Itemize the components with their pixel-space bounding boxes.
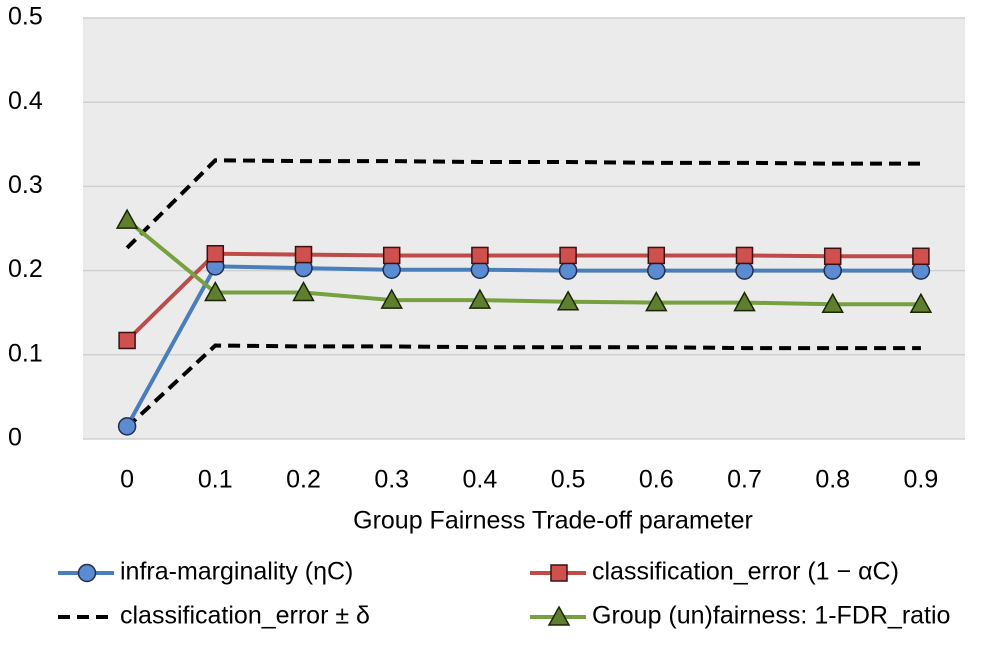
point-marker [821, 292, 844, 314]
legend-marker [550, 564, 568, 582]
legend-marker [547, 605, 571, 626]
series-line [125, 264, 921, 428]
x-tick-label: 0.5 [551, 466, 586, 494]
x-tick-label: 0.6 [639, 466, 674, 494]
point-marker [380, 288, 403, 309]
legend-label: classification_error ± δ [120, 602, 370, 630]
x-tick-label: 0.2 [286, 466, 321, 494]
point-marker [382, 246, 401, 265]
legend-marker [77, 563, 97, 583]
y-tick-label: 0.4 [8, 87, 43, 115]
legend-label: classification_error (1 − αC) [592, 558, 899, 586]
x-tick-label: 0.3 [374, 466, 409, 494]
x-tick-label: 0.8 [815, 466, 850, 494]
series-line [125, 251, 921, 342]
x-axis-title: Group Fairness Trade-off parameter [353, 507, 753, 535]
point-marker [735, 261, 754, 280]
dashed-line [125, 343, 921, 429]
point-marker [294, 245, 313, 264]
x-tick-label: 0.4 [463, 466, 498, 494]
point-marker [117, 417, 137, 436]
plot-area [83, 18, 965, 439]
y-tick-label: 0.1 [8, 339, 43, 367]
series-line [125, 218, 921, 307]
x-tick-label: 0.7 [727, 466, 762, 494]
legend-label: Group (un)fairness: 1-FDR_ratio [592, 602, 950, 630]
x-tick-label: 0.9 [904, 466, 939, 494]
point-marker [118, 331, 136, 350]
point-marker [909, 292, 933, 314]
point-marker [471, 246, 489, 265]
point-marker [556, 290, 580, 311]
point-marker [115, 208, 139, 229]
point-marker [647, 246, 666, 265]
point-marker [559, 246, 577, 265]
point-marker [292, 280, 315, 302]
point-marker [206, 245, 225, 263]
y-tick-label: 0.5 [8, 3, 43, 31]
point-marker [645, 291, 668, 312]
point-marker [823, 247, 842, 266]
legend-label: infra-marginality (ηC) [120, 558, 353, 586]
point-marker [468, 288, 492, 309]
x-tick-label: 0 [120, 466, 134, 494]
point-marker [733, 291, 756, 312]
point-marker [735, 246, 754, 265]
y-tick-label: 0.2 [8, 255, 43, 283]
point-marker [204, 280, 227, 302]
point-marker [912, 247, 930, 266]
y-tick-label: 0.3 [8, 171, 43, 199]
y-tick-label: 0 [8, 424, 22, 452]
point-marker [647, 261, 666, 280]
point-marker [558, 261, 578, 280]
x-tick-label: 0.1 [198, 466, 233, 494]
